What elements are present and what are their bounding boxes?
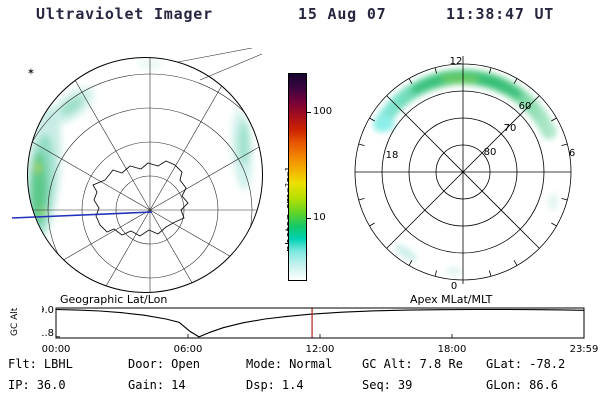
status-door: Door: Open: [128, 357, 201, 371]
gc-alt-axis-label: GC Alt: [10, 307, 20, 336]
grid-overshoot-lines: [177, 48, 263, 81]
antarctica-coastline: [92, 160, 189, 237]
status-glat: GLat: -78.2: [486, 357, 566, 371]
gc-alt-curve: [55, 308, 584, 338]
auroral-oval-emission: [373, 69, 558, 275]
star-marker: ✶: [27, 67, 35, 78]
auroral-emission: [27, 59, 253, 246]
geographic-polar-image: ✶: [11, 48, 263, 293]
mlat-label-60: 60: [519, 101, 532, 112]
y-tick-label-1.8: 1.8: [42, 328, 54, 339]
x-tick-0600: 06:00: [174, 344, 203, 355]
status-gain: Gain: 14: [128, 378, 186, 392]
gc-alt-strip-chart: 9.0 1.8 00:00 06:00 12:00 18:00 23:59: [42, 305, 598, 355]
field-of-view-circle: [27, 57, 263, 293]
status-dsp: Dsp: 1.4: [246, 378, 304, 392]
x-tick-1200: 12:00: [306, 344, 335, 355]
status-flt: Flt: LBHL: [8, 357, 73, 371]
y-tick-label-9: 9.0: [42, 305, 54, 316]
status-glon: GLon: 86.6: [486, 378, 559, 392]
time-display: 11:38:47 UT: [446, 5, 555, 23]
status-ip: IP: 36.0: [8, 378, 66, 392]
mlt-label-0: 0: [451, 281, 457, 292]
mlat-mlt-grid: [354, 56, 572, 284]
colorbar-tick-label-10: 10: [313, 212, 326, 223]
mlat-label-80: 80: [484, 147, 497, 158]
x-tick-0000: 00:00: [42, 344, 70, 355]
x-tick-1800: 18:00: [438, 344, 467, 355]
left-plot-caption: Geographic Lat/Lon: [60, 293, 168, 306]
x-tick-marks: [55, 334, 585, 338]
colorbar-tick-100: [306, 112, 311, 113]
colorbar-tick-10: [306, 218, 311, 219]
colorbar-tick-label-100: 100: [313, 106, 333, 117]
date-display: 15 Aug 07: [298, 5, 387, 23]
status-mode: Mode: Normal: [246, 357, 333, 371]
mlt-tick-marks: [358, 67, 568, 277]
x-tick-2359: 23:59: [570, 344, 598, 355]
colorbar-gradient: [288, 73, 307, 281]
status-gc-alt: GC Alt: 7.8 Re: [362, 357, 463, 371]
mlt-label-18: 18: [386, 150, 399, 161]
right-plot-caption: Apex MLat/MLT: [410, 293, 493, 306]
mlt-label-12: 12: [450, 56, 463, 67]
mlat-label-70: 70: [504, 123, 517, 134]
mlt-label-6: 6: [569, 148, 575, 159]
apex-polar-plot: 12 18 6 0 60 70 80: [354, 56, 575, 292]
strip-frame: [55, 307, 585, 339]
status-seq: Seq: 39: [362, 378, 413, 392]
app-title: Ultraviolet Imager: [36, 5, 213, 23]
